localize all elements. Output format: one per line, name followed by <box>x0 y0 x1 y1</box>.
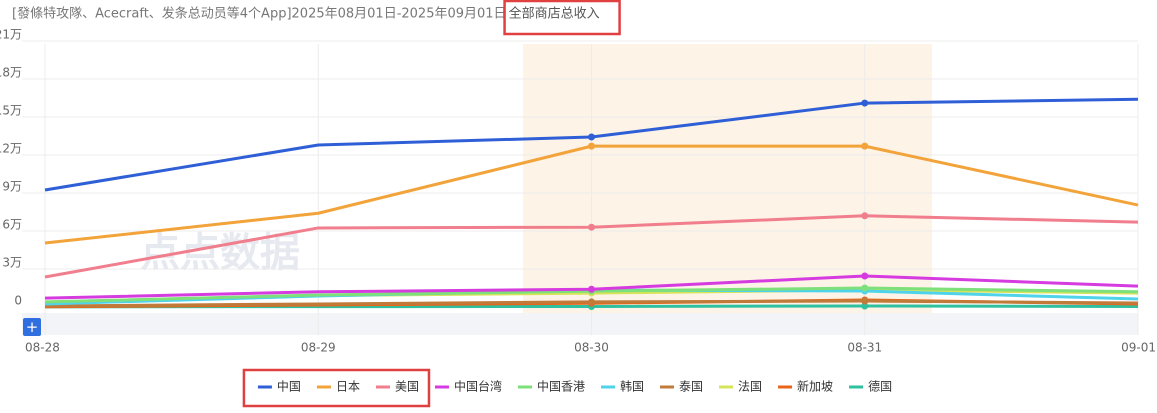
data-point <box>588 285 595 293</box>
x-tick-label: 08-28 <box>25 341 60 355</box>
legend-label: 中国台湾 <box>454 379 502 394</box>
x-tick-label: 08-30 <box>574 341 609 355</box>
legend-item[interactable]: 中国香港 <box>517 379 585 394</box>
legend-item[interactable]: 日本 <box>316 380 360 394</box>
highlight-box <box>503 0 621 36</box>
legend-item[interactable]: 泰国 <box>660 380 703 394</box>
highlight-box <box>242 368 431 408</box>
legend-label: 中国香港 <box>537 379 585 394</box>
y-tick-label: 6万 <box>2 218 22 232</box>
legend-label: 中国 <box>277 379 301 394</box>
legend-label: 泰国 <box>679 380 703 394</box>
legend-label: 新加坡 <box>797 379 833 394</box>
data-point <box>861 297 869 305</box>
plot: 0 3万 6万 9万 12万 15万 18万 21万 08-28 08-29 08-30 08-31 0… <box>0 28 1156 355</box>
x-tick-label: 08-29 <box>301 341 336 355</box>
x-tick-label: 09-01 <box>1121 341 1156 355</box>
x-tick-label: 08-31 <box>847 341 882 355</box>
data-point <box>588 223 595 231</box>
y-tick-label: 3万 <box>2 256 22 270</box>
data-point <box>861 302 869 310</box>
legend-item[interactable]: 法国 <box>719 380 762 394</box>
legend-item[interactable]: 韩国 <box>601 379 644 394</box>
legend-item[interactable]: 中国台湾 <box>434 379 502 394</box>
data-point <box>588 298 595 306</box>
y-tick-label: 15万 <box>0 104 22 118</box>
data-point <box>588 142 595 150</box>
data-point <box>588 133 595 141</box>
zoom-button[interactable] <box>23 318 41 336</box>
metric-label: 全部商店总收入 <box>509 6 600 22</box>
legend-item[interactable]: 德国 <box>849 379 892 394</box>
zoom-bar <box>22 313 1138 335</box>
y-tick-label: 0 <box>14 294 22 308</box>
data-point <box>861 284 869 292</box>
watermark: 点点数据 <box>140 230 300 276</box>
legend-label: 韩国 <box>620 379 644 394</box>
y-tick-label: 12万 <box>0 142 22 156</box>
legend-label: 法国 <box>738 380 762 394</box>
legend-item[interactable]: 美国 <box>375 380 419 394</box>
legend-label: 德国 <box>868 379 892 394</box>
y-tick-label: 18万 <box>0 66 22 80</box>
chart-title: [發條特攻隊、Acecraft、发条总动员等4个App]2025年08月01日-… <box>12 6 507 22</box>
legend-label: 日本 <box>336 380 360 394</box>
legend-label: 美国 <box>395 380 419 394</box>
data-point <box>861 142 869 150</box>
legend: 中国 日本 美国 中国台湾 中国香港 韩国 泰国 法国 新加坡 德国 <box>257 379 892 394</box>
data-point <box>861 212 869 220</box>
y-tick-label: 21万 <box>0 28 22 42</box>
legend-item[interactable]: 新加坡 <box>778 379 833 394</box>
y-tick-label: 9万 <box>2 180 22 194</box>
legend-item[interactable]: 中国 <box>257 379 301 394</box>
zoom-icon: + <box>26 318 39 336</box>
data-point <box>861 99 869 107</box>
data-point <box>861 272 869 280</box>
